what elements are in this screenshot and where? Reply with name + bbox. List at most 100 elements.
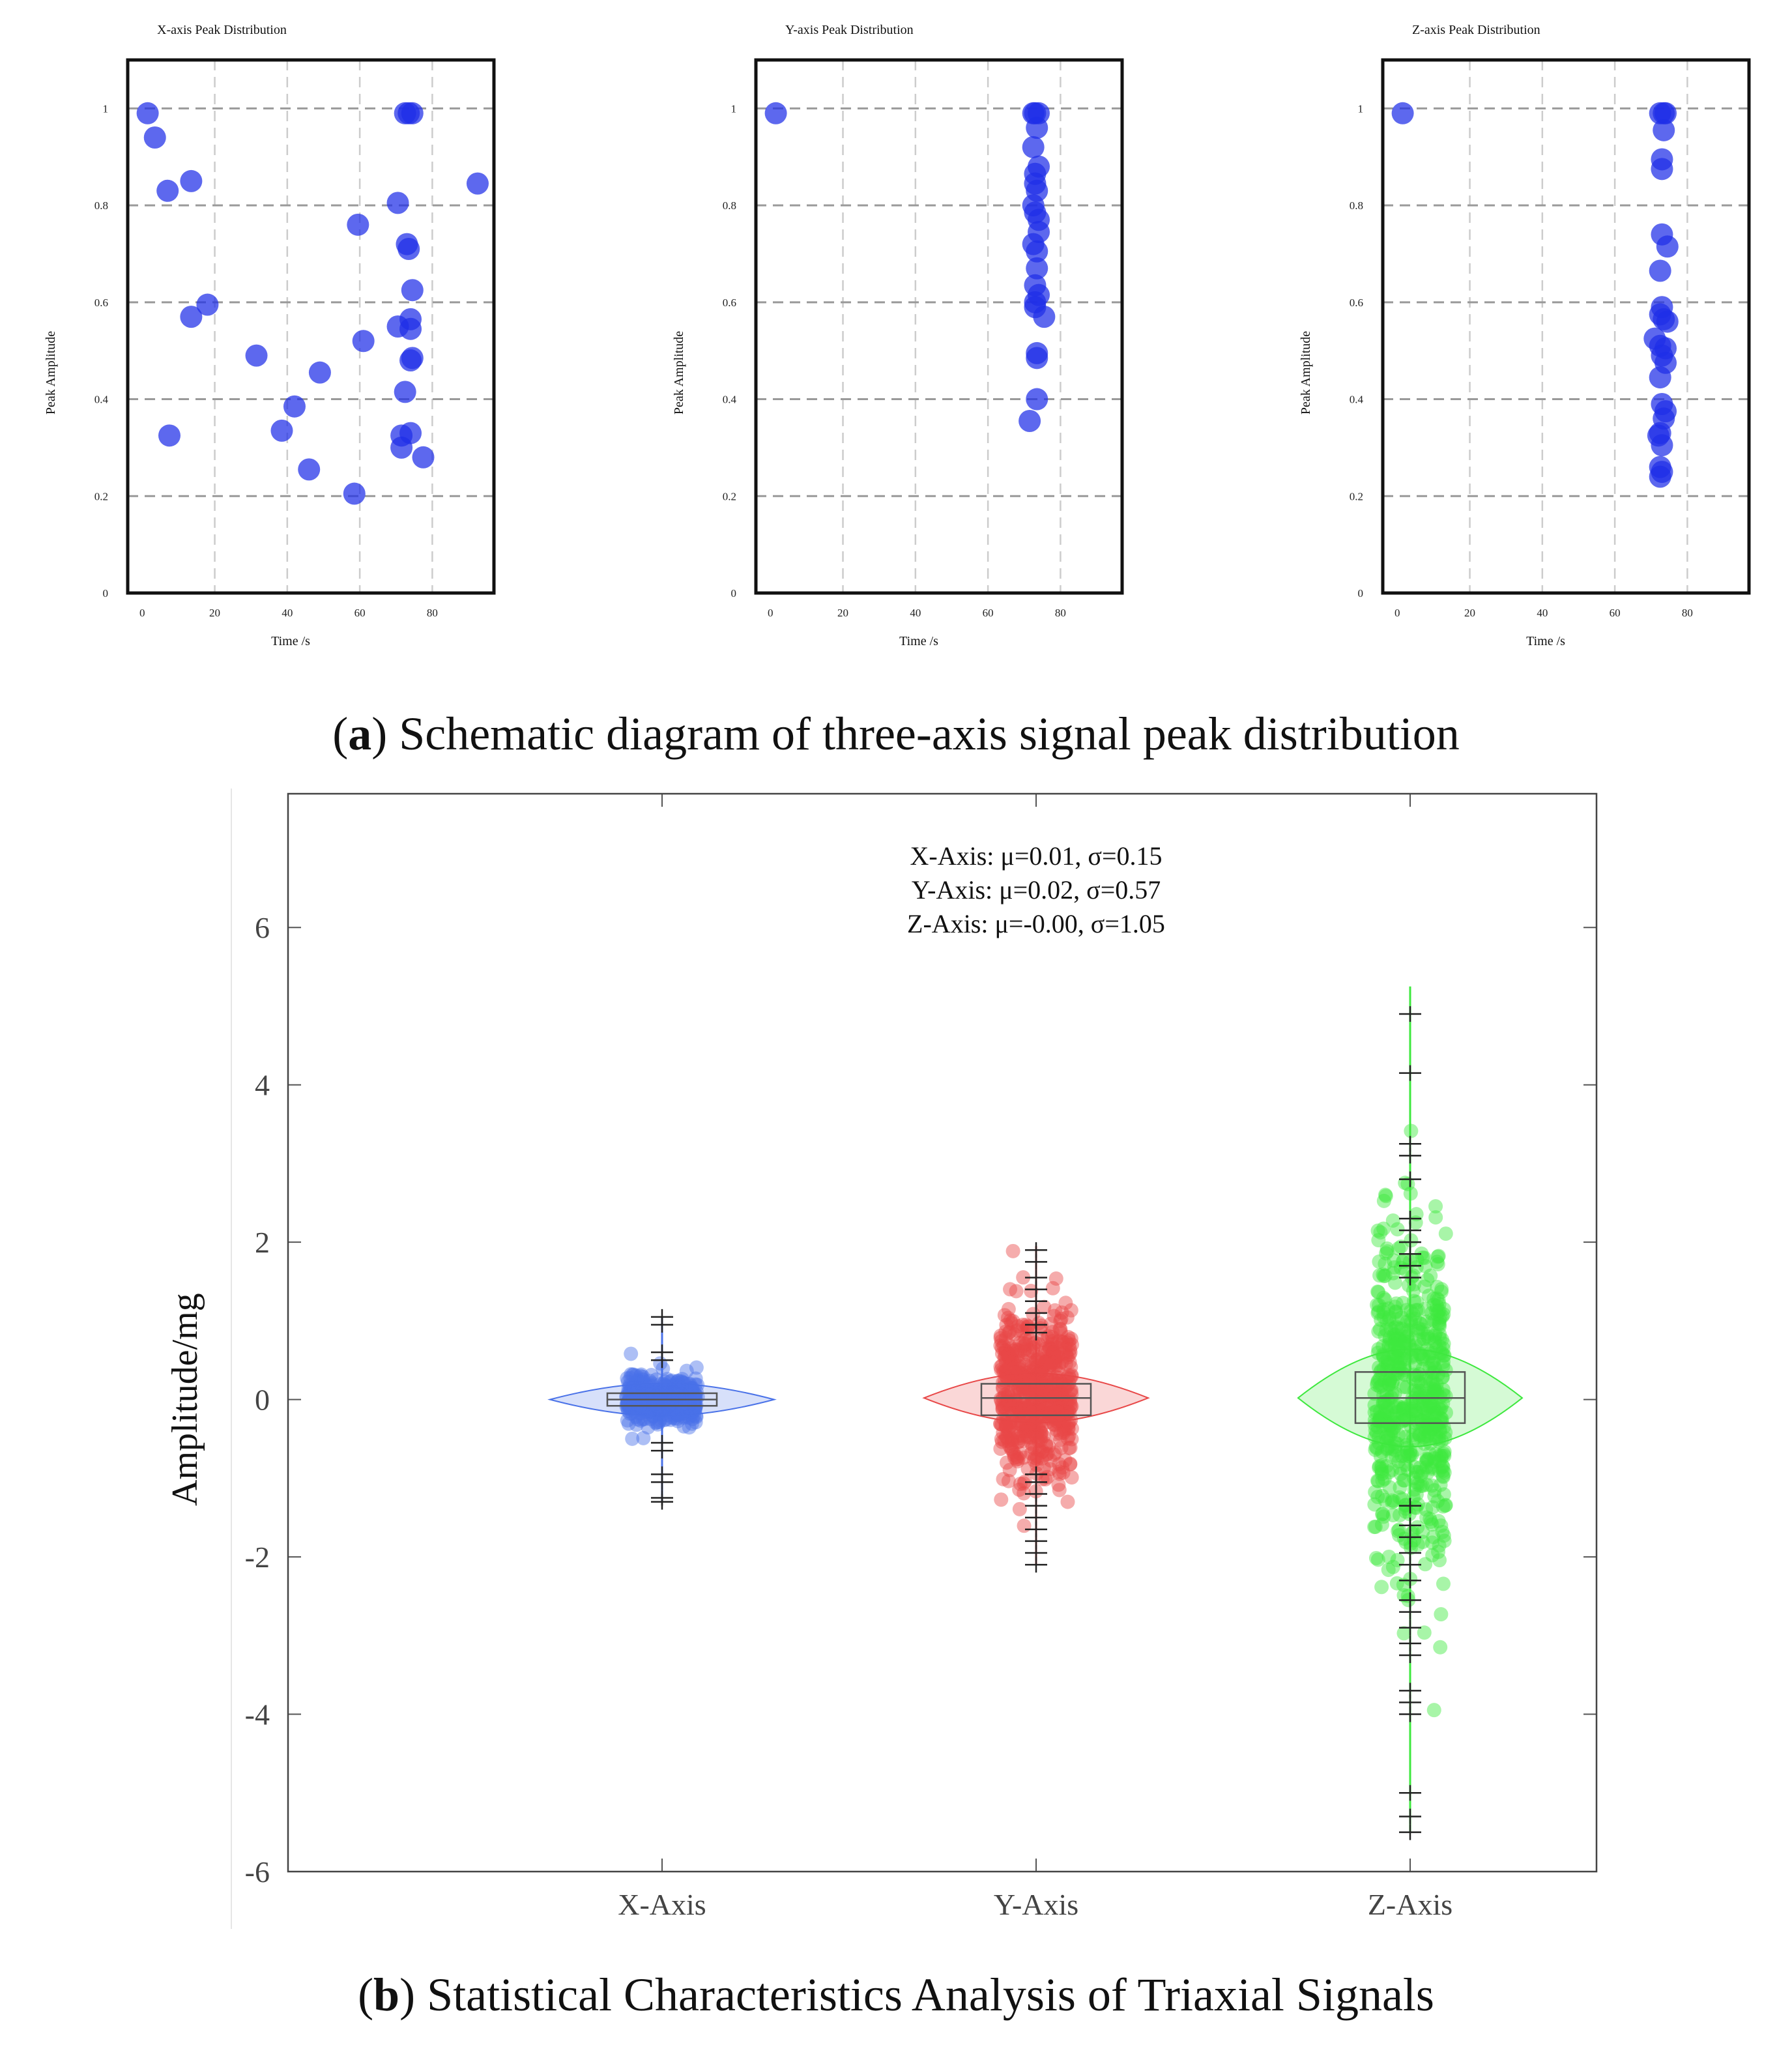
data-point [1416,1430,1431,1445]
data-point [1407,1482,1422,1497]
data-point [642,1399,657,1414]
data-point [1424,1535,1439,1550]
data-point [1408,1442,1423,1457]
data-point [1030,1350,1045,1365]
data-point [1398,1504,1413,1519]
data-point [1012,1430,1027,1445]
data-point [670,1407,685,1422]
data-point [632,1406,647,1421]
data-point [1432,1538,1447,1553]
data-point [631,1384,646,1399]
data-point [1384,1449,1399,1464]
data-point [657,1387,672,1402]
data-point [1045,1341,1060,1356]
data-point [1426,1399,1441,1414]
y-tick-label: -6 [245,1855,270,1889]
data-point [1041,1362,1056,1377]
y-tick-label: -4 [245,1698,270,1731]
data-point [998,1419,1013,1434]
data-point [626,1381,641,1396]
data-point [1371,1304,1386,1319]
data-point [653,1356,668,1371]
data-point [1428,1361,1443,1376]
data-point [1425,1421,1440,1436]
data-point [1431,1434,1446,1449]
x-tick-label: 60 [983,607,994,619]
data-point [1048,1413,1063,1428]
data-point [1407,1460,1422,1475]
data-point [643,1391,658,1406]
data-point [671,1383,686,1398]
data-point [1412,1347,1427,1362]
data-point [1437,1465,1452,1480]
data-point [1385,1374,1400,1389]
data-point [1063,1391,1078,1406]
data-point [1005,1354,1020,1368]
data-point [1413,1346,1428,1361]
data-point [1043,1341,1058,1356]
data-point [1430,1279,1445,1294]
data-point [633,1413,648,1428]
data-point [667,1387,682,1402]
data-point [1414,1325,1429,1340]
data-point [631,1400,646,1415]
y-tick-label: 0.4 [1350,394,1364,406]
panel-x-xlabel: Time /s [271,634,310,648]
data-point [1432,1316,1447,1331]
data-point [623,1370,638,1385]
data-point [1417,1421,1432,1436]
data-point [1419,1477,1434,1492]
y-tick-label: 0.6 [723,297,736,309]
data-point [622,1379,637,1394]
data-point [1420,1428,1435,1443]
data-point [1047,1345,1062,1360]
data-point [1030,1451,1045,1466]
x-tick-label: 60 [1610,607,1621,619]
data-point [1381,1465,1396,1480]
data-point [1437,1533,1452,1548]
data-point [1387,1340,1402,1355]
data-point [652,1391,667,1406]
data-point [1060,1350,1075,1365]
data-point [1031,1401,1046,1416]
data-point [669,1387,684,1402]
data-point [1416,1331,1431,1346]
data-point [1384,1346,1399,1361]
data-point [646,1408,661,1423]
data-point [1401,1335,1416,1350]
data-point [639,1391,654,1406]
data-point [1435,1524,1450,1539]
data-point [1005,1343,1020,1358]
data-point [650,1397,665,1412]
data-point [1029,1402,1044,1417]
data-point [1381,1339,1396,1354]
data-point [1399,1380,1414,1395]
data-point [661,1384,676,1399]
data-point [644,1368,659,1383]
data-point [638,1404,653,1419]
data-point [1389,1576,1404,1591]
y-tick-label: 0.8 [723,199,736,212]
y-axis-label: Amplitude/mg [165,1293,205,1506]
data-point [1054,1440,1069,1455]
data-point [1413,1478,1428,1493]
y-tick-label: 6 [255,911,270,944]
data-point [996,1402,1011,1417]
data-point [1045,1281,1060,1296]
x-tick-label: 40 [1537,607,1548,619]
data-point [1378,1414,1393,1429]
data-point [1039,1354,1054,1369]
data-point [1370,1297,1385,1312]
data-point [1372,1413,1387,1428]
data-point [679,1404,694,1419]
data-point [1432,1448,1447,1463]
data-point [1007,1447,1022,1462]
data-point [1061,1329,1076,1344]
data-point [1033,1395,1048,1410]
data-point [1045,1347,1060,1362]
data-point [1018,1357,1033,1372]
data-point [687,1397,702,1412]
data-point [1001,1346,1016,1361]
x-tick-label: 0 [139,607,145,619]
data-point [1020,1430,1035,1445]
